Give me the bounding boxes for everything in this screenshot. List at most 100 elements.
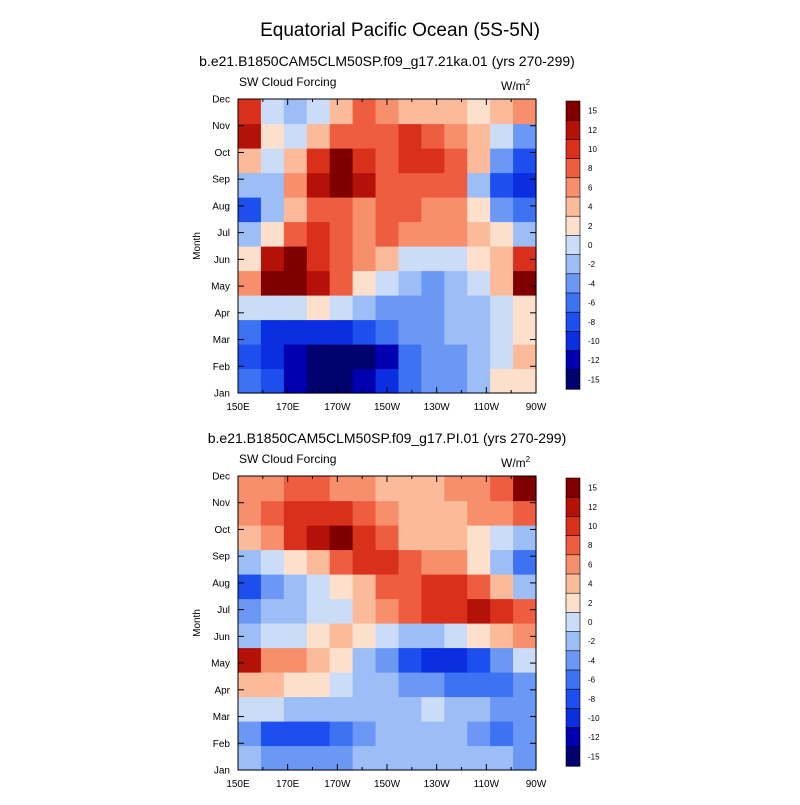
heatmap-cell	[421, 368, 445, 394]
colorbar: 15 12 10 8 6 4 2 0 -2 -4 -6 -8 -10 -12 -15	[565, 477, 600, 767]
heatmap-cell	[306, 696, 331, 722]
heatmap-cell	[444, 319, 468, 345]
x-tick-label: 110W	[474, 402, 500, 413]
colorbar-label: -2	[588, 260, 596, 269]
heatmap-cell	[329, 623, 354, 649]
heatmap-cell	[306, 99, 331, 125]
panel-subtitle: SW Cloud Forcing	[239, 75, 336, 89]
heatmap-cell	[352, 598, 377, 624]
y-axis-label: Month	[192, 232, 203, 260]
heatmap-cell	[260, 745, 285, 771]
heatmap-cell	[375, 172, 400, 198]
heatmap-cell	[398, 270, 422, 296]
heatmap-cell	[444, 476, 468, 502]
heatmap-cell	[421, 123, 445, 149]
heatmap-cell	[467, 270, 491, 296]
heatmap-cell	[260, 696, 285, 722]
heatmap-cell	[467, 549, 491, 575]
x-tick-label: 150W	[374, 779, 401, 790]
heatmap-cell	[238, 647, 262, 673]
figure-title: Equatorial Pacific Ocean (5S-5N)	[260, 20, 540, 41]
heatmap-cell	[352, 476, 377, 502]
heatmap-cell	[329, 476, 354, 502]
units-label: W/m2	[501, 78, 531, 93]
heatmap-cell	[398, 623, 422, 649]
heatmap-cell	[238, 500, 262, 526]
heatmap-cell	[329, 148, 354, 174]
heatmap-cell	[238, 549, 262, 575]
heatmap-cell	[467, 525, 491, 551]
heatmap-cell	[398, 319, 422, 345]
heatmap-cell	[260, 197, 285, 223]
heatmap-cell	[306, 574, 331, 600]
x-tick-label: 150E	[226, 402, 250, 413]
colorbar-box	[565, 592, 581, 614]
heatmap-cell	[260, 574, 285, 600]
y-tick-label: Nov	[212, 498, 230, 509]
colorbar-label: 4	[588, 203, 593, 212]
heatmap-cell	[375, 295, 400, 321]
heatmap-cell	[260, 123, 285, 149]
heatmap-cell	[421, 745, 445, 771]
heatmap-cell	[444, 99, 468, 125]
heatmap-cell	[260, 368, 285, 394]
heatmap-cell	[490, 123, 514, 149]
heatmap-cell	[513, 197, 537, 223]
colorbar-box	[565, 477, 581, 498]
heatmap-cell	[513, 148, 537, 174]
heatmap-panel-pi: b.e21.B1850CAM5CLM50SP.f09_g17.PI.01 (yr…	[192, 430, 600, 790]
colorbar-box	[565, 350, 581, 371]
heatmap-cell	[329, 344, 354, 370]
heatmap-cell	[375, 476, 400, 502]
heatmap-cell	[444, 368, 468, 394]
heatmap-cell	[467, 344, 491, 370]
heatmap-cell	[238, 148, 262, 174]
y-tick-label: Aug	[212, 201, 230, 212]
heatmap-cell	[513, 598, 537, 624]
y-tick-label: Feb	[213, 362, 231, 373]
y-tick-label: Oct	[214, 525, 230, 536]
colorbar-label: 10	[588, 522, 597, 531]
heatmap-cell	[490, 647, 514, 673]
heatmap-cell	[513, 270, 537, 296]
heatmap-cell	[421, 672, 445, 698]
heatmap-cell	[467, 148, 491, 174]
y-tick-label: Oct	[214, 148, 230, 159]
heatmap-cell	[260, 721, 285, 747]
heatmap-cell	[398, 172, 422, 198]
heatmap-cell	[352, 123, 377, 149]
colorbar-label: -6	[588, 676, 596, 685]
x-tick-label: 110W	[474, 779, 500, 790]
heatmap-cell	[467, 197, 491, 223]
colorbar-box	[565, 631, 581, 652]
heatmap-cell	[260, 270, 285, 296]
heatmap-cell	[352, 574, 377, 600]
heatmap-cell	[238, 745, 262, 771]
heatmap-cell	[490, 148, 514, 174]
heatmap-cell	[375, 696, 400, 722]
heatmap-cell	[375, 647, 400, 673]
heatmap-cell	[421, 99, 445, 125]
heatmap-cell	[467, 172, 491, 198]
heatmap-cell	[352, 344, 377, 370]
heatmap-cell	[513, 721, 537, 747]
colorbar-label: -4	[588, 656, 596, 665]
colorbar-box	[565, 273, 581, 294]
heatmap-cell	[398, 295, 422, 321]
heatmap-cell	[467, 623, 491, 649]
heatmap-cell	[375, 598, 400, 624]
heatmap-cell	[467, 672, 491, 698]
heatmap-cell	[490, 197, 514, 223]
colorbar-box	[565, 254, 581, 275]
colorbar-label: -6	[588, 299, 596, 308]
colorbar-box	[565, 177, 581, 198]
y-tick-label: Jun	[214, 632, 230, 643]
heatmap-cell	[352, 549, 377, 575]
heatmap-cell	[467, 574, 491, 600]
heatmap-cell	[238, 696, 262, 722]
heatmap-cell	[329, 696, 354, 722]
colorbar-label: -15	[588, 375, 600, 384]
y-tick-label: Mar	[213, 712, 231, 723]
heatmap-cell	[444, 221, 468, 247]
heatmap-cell	[490, 500, 514, 526]
